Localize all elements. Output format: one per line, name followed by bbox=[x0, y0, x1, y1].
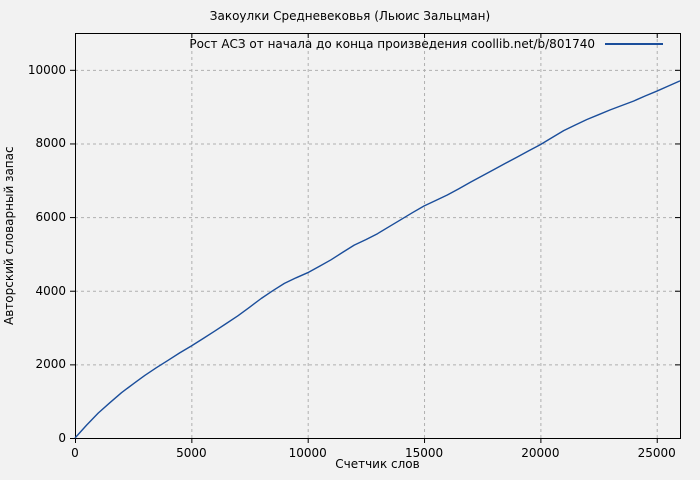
legend-label: Рост АСЗ от начала до конца произведения… bbox=[189, 37, 595, 51]
x-axis-label: Счетчик слов bbox=[335, 457, 420, 471]
y-tick-label: 0 bbox=[58, 431, 66, 445]
legend-line-sample bbox=[605, 43, 663, 45]
y-tick-label: 10000 bbox=[27, 62, 66, 77]
y-tick-label: 2000 bbox=[35, 357, 66, 372]
data-line bbox=[74, 80, 681, 439]
y-tick-label: 6000 bbox=[35, 210, 66, 225]
x-tick-label: 20000 bbox=[521, 446, 560, 460]
y-tick-label: 4000 bbox=[35, 283, 66, 298]
x-tick-label: 5000 bbox=[176, 446, 207, 460]
legend: Рост АСЗ от начала до конца произведения… bbox=[189, 37, 663, 51]
plot-border bbox=[75, 33, 681, 439]
x-tick-label: 0 bbox=[71, 446, 79, 460]
y-axis-label: Авторский словарный запас bbox=[2, 146, 16, 325]
x-tick-label: 25000 bbox=[637, 446, 676, 460]
chart-title: Закоулки Средневековья (Льюис Зальцман) bbox=[209, 9, 491, 23]
x-tick-label: 15000 bbox=[404, 446, 444, 460]
y-tick-label: 8000 bbox=[35, 136, 66, 151]
x-tick-label: 10000 bbox=[288, 446, 327, 460]
